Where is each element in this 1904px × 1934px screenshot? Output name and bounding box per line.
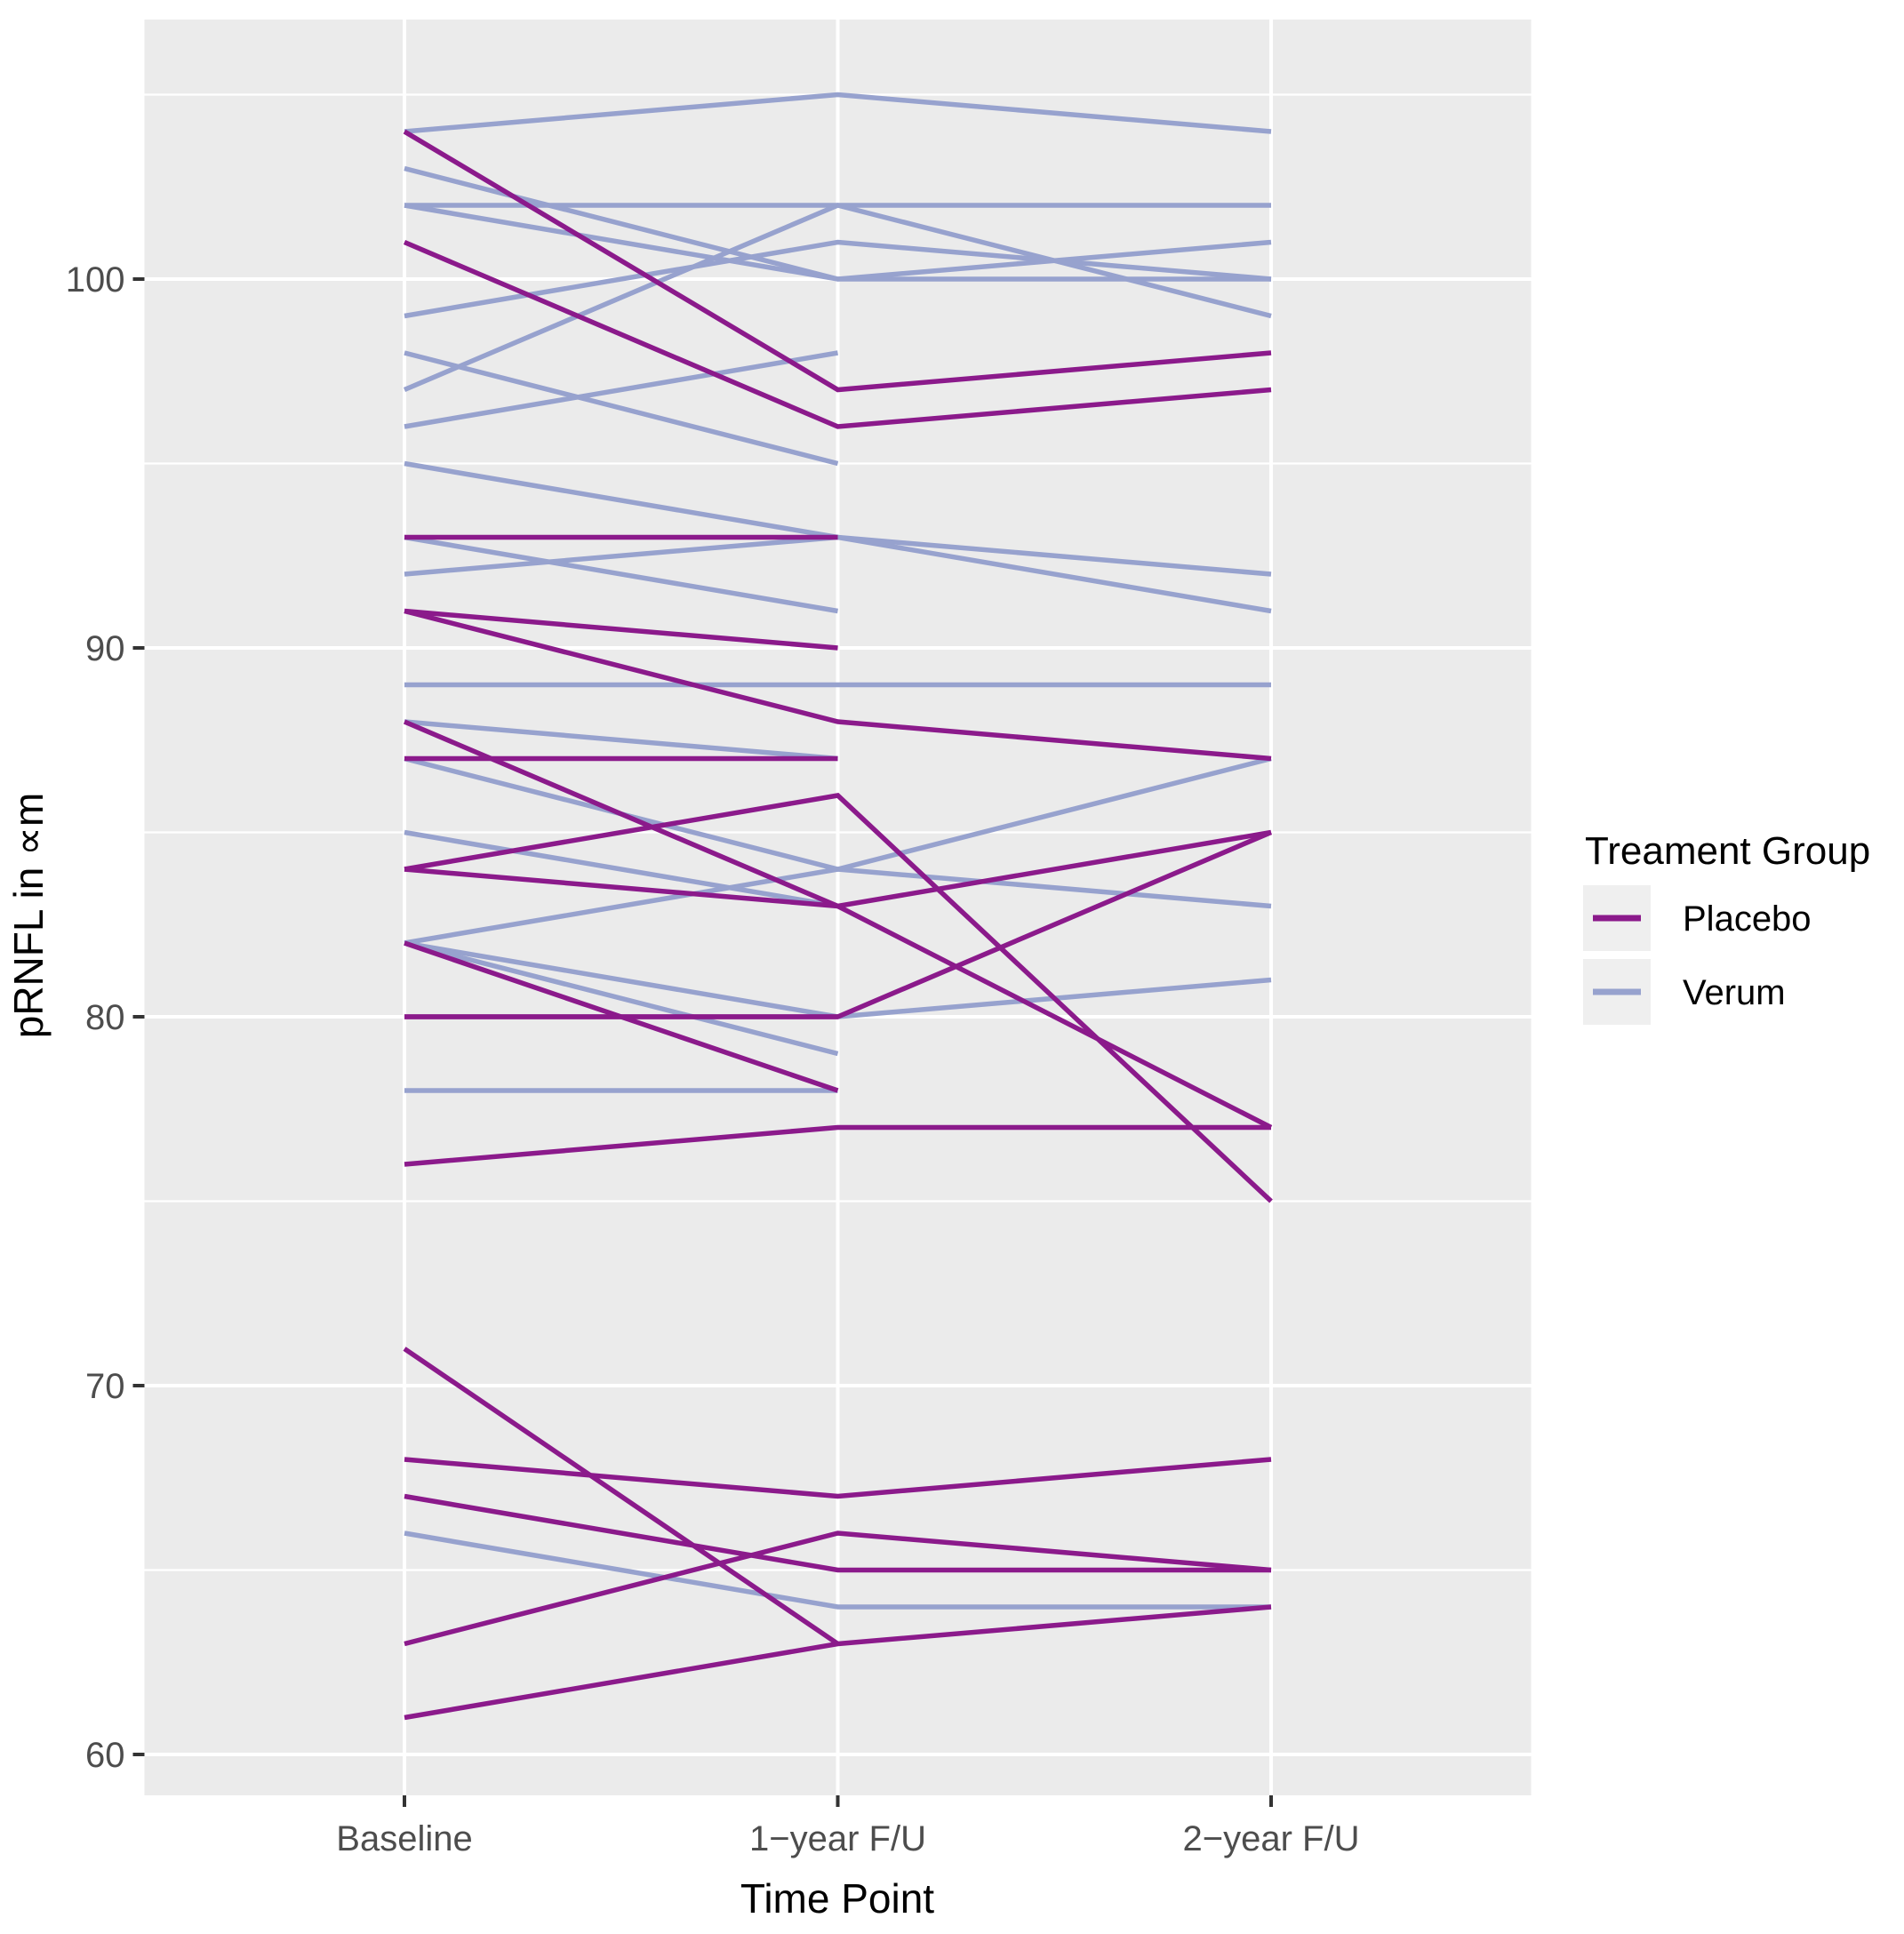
series-line-verum-15: [404, 755, 1272, 946]
series-line-placebo-23: [404, 608, 838, 651]
series-line-placebo-28: [404, 829, 1272, 909]
y-axis-title: pRNFL in ∝m: [5, 793, 52, 1039]
x-tick-label-1: 1−year F/U: [749, 1819, 926, 1858]
y-tick-label-60: 60: [85, 1736, 125, 1775]
legend-title: Treament Group: [1585, 829, 1870, 873]
series-line-verum-9: [404, 534, 838, 614]
series-line-placebo-33: [403, 1347, 840, 1646]
series-line-placebo-34: [404, 1457, 1272, 1499]
series-line-placebo-21: [403, 239, 1272, 429]
legend: Treament Group Placebo Verum: [1583, 829, 1870, 1025]
series-line-placebo-37: [404, 1604, 1272, 1721]
x-tick-label-0: Baseline: [336, 1819, 472, 1858]
series-line-placebo-36: [404, 1530, 1272, 1647]
series-line-verum-5: [404, 350, 839, 467]
y-tick-label-100: 100: [66, 260, 125, 300]
x-tick-label-2: 2−year F/U: [1183, 1819, 1360, 1858]
y-tick-label-90: 90: [85, 629, 125, 668]
series-line-placebo-35: [404, 1493, 1271, 1573]
y-tick-label-70: 70: [85, 1367, 125, 1406]
axes: 60 70 80 90 100 Baseline 1−year F/U 2−year F/U: [66, 260, 1360, 1858]
series-line-verum-17: [404, 940, 839, 1057]
series-line-verum-6: [403, 203, 1272, 393]
series-line-verum-7: [404, 350, 838, 429]
series-line-verum-12: [404, 719, 838, 762]
series-line-verum-19: [404, 1530, 1271, 1610]
series-lines: [403, 92, 1273, 1721]
series-line-placebo-24: [404, 608, 1272, 762]
series-line-verum-4: [404, 239, 1272, 319]
y-tick-label-80: 80: [85, 998, 125, 1037]
legend-label-placebo: Placebo: [1683, 899, 1812, 939]
x-axis-title: Time Point: [740, 1875, 934, 1922]
series-line-verum-0: [404, 92, 1272, 134]
series-line-verum-14: [404, 829, 838, 909]
legend-label-verum: Verum: [1683, 973, 1786, 1012]
series-line-placebo-32: [404, 1124, 1271, 1167]
series-line-placebo-27: [404, 793, 1273, 1203]
series-line-placebo-20: [403, 129, 1272, 393]
